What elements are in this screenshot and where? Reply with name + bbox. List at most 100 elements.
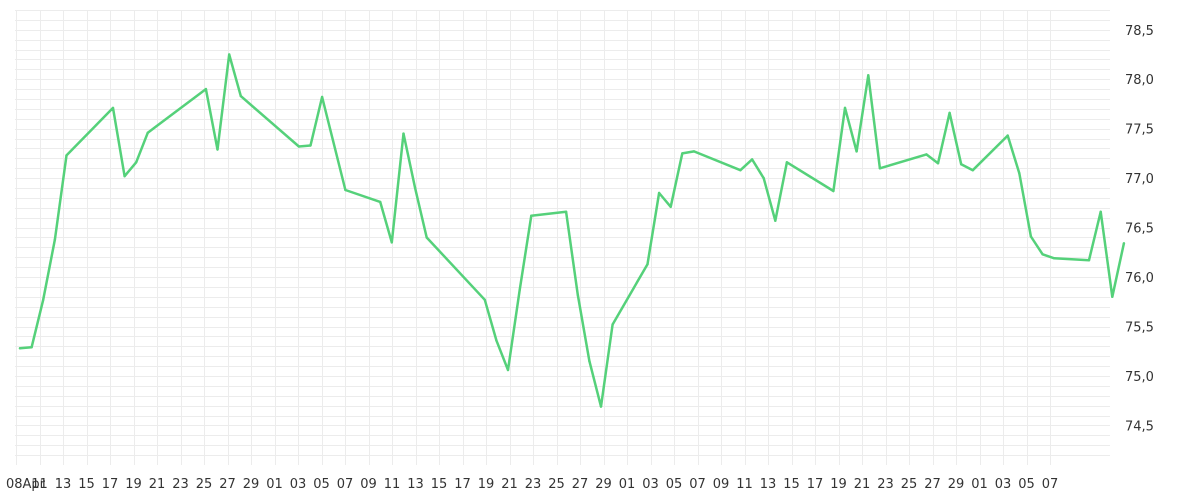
x-tick-label: 25: [901, 477, 918, 492]
data-point: [297, 145, 301, 148]
x-tick-label: 21: [501, 477, 518, 492]
data-point: [204, 87, 208, 91]
data-point: [739, 169, 742, 172]
data-point: [146, 131, 149, 134]
x-tick-label: 25: [196, 477, 213, 492]
data-point: [925, 153, 928, 156]
data-point: [425, 236, 428, 239]
data-point: [867, 74, 870, 77]
x-tick-label: 11: [736, 477, 753, 492]
data-point: [564, 210, 568, 213]
data-point: [30, 346, 33, 349]
x-tick-label: 25: [548, 477, 565, 492]
x-tick-label: 03: [642, 477, 659, 492]
y-tick-label: 77,5: [1125, 123, 1154, 138]
data-point: [669, 205, 672, 208]
data-point: [588, 359, 591, 363]
data-point: [832, 189, 835, 193]
x-tick-label: 21: [854, 477, 871, 492]
data-point: [65, 154, 68, 157]
data-point: [216, 148, 219, 151]
x-tick-label: 15: [783, 477, 800, 492]
data-point: [936, 162, 940, 165]
gridlines: [15, 10, 1110, 465]
x-tick-label: 15: [78, 477, 95, 492]
data-point: [960, 163, 963, 166]
data-point: [111, 106, 115, 110]
data-point: [762, 177, 765, 180]
data-point: [390, 241, 393, 244]
x-tick-label: 09: [713, 477, 730, 492]
data-point: [495, 339, 498, 342]
data-point: [379, 200, 382, 204]
data-point: [611, 323, 614, 326]
x-tick-label: 29: [595, 477, 612, 492]
data-point: [1041, 253, 1044, 256]
series-line: [18, 53, 1126, 408]
data-point: [971, 169, 974, 172]
x-tick-label: 17: [454, 477, 471, 492]
x-tick-label: 27: [572, 477, 589, 492]
data-point: [785, 161, 789, 164]
data-point: [123, 175, 126, 178]
x-tick-label: 11: [384, 477, 401, 492]
data-point: [692, 150, 696, 153]
data-point: [320, 95, 324, 99]
x-tick-label: 13: [55, 477, 72, 492]
x-tick-label: 11: [31, 477, 48, 492]
y-axis: 78,5 78,0 77,5 77,0 76,5 76,0 75,5 75,0 74,5: [1125, 24, 1154, 435]
series-area: [18, 53, 1126, 408]
y-tick-label: 78,0: [1125, 73, 1154, 88]
data-point: [1111, 295, 1114, 298]
data-point: [402, 132, 405, 135]
data-point: [518, 288, 521, 292]
data-point: [576, 293, 579, 297]
x-tick-label: 07: [1042, 477, 1059, 492]
data-point: [646, 263, 649, 266]
data-point: [843, 106, 847, 110]
y-tick-label: 74,5: [1125, 419, 1154, 434]
data-point: [239, 94, 242, 98]
x-tick-label: 15: [431, 477, 448, 492]
y-tick-label: 76,0: [1125, 271, 1154, 286]
data-point: [1122, 242, 1126, 245]
x-tick-label: 13: [760, 477, 777, 492]
x-tick-label: 13: [407, 477, 424, 492]
x-tick-label: 08Apr: [6, 477, 46, 492]
x-tick-label: 27: [219, 477, 236, 492]
data-point: [42, 298, 45, 301]
data-point: [1006, 134, 1009, 137]
x-tick-label: 29: [243, 477, 260, 492]
x-tick-label: 27: [924, 477, 941, 492]
data-point: [1018, 172, 1021, 175]
x-tick-label: 07: [337, 477, 354, 492]
x-tick-label: 01: [619, 477, 636, 492]
data-point: [657, 191, 661, 195]
data-point: [483, 298, 486, 301]
data-point: [878, 167, 882, 170]
x-tick-label: 19: [478, 477, 495, 492]
data-point: [530, 214, 533, 217]
data-point: [135, 161, 138, 164]
data-point: [1053, 257, 1056, 260]
data-point: [309, 144, 312, 147]
x-tick-label: 23: [525, 477, 542, 492]
x-tick-label: 03: [290, 477, 307, 492]
data-point: [750, 158, 754, 161]
x-tick-label: 19: [125, 477, 142, 492]
data-point: [599, 405, 603, 408]
data-point: [1029, 235, 1033, 238]
data-point: [18, 347, 22, 350]
x-tick-label: 05: [313, 477, 330, 492]
x-tick-label: 09: [360, 477, 377, 492]
data-point: [53, 238, 57, 241]
data-point: [774, 219, 777, 222]
data-point: [1099, 210, 1102, 213]
y-tick-label: 75,0: [1125, 370, 1154, 385]
x-tick-label: 23: [172, 477, 189, 492]
data-point: [948, 111, 951, 115]
data-point: [681, 152, 684, 155]
y-tick-label: 76,5: [1125, 222, 1154, 237]
